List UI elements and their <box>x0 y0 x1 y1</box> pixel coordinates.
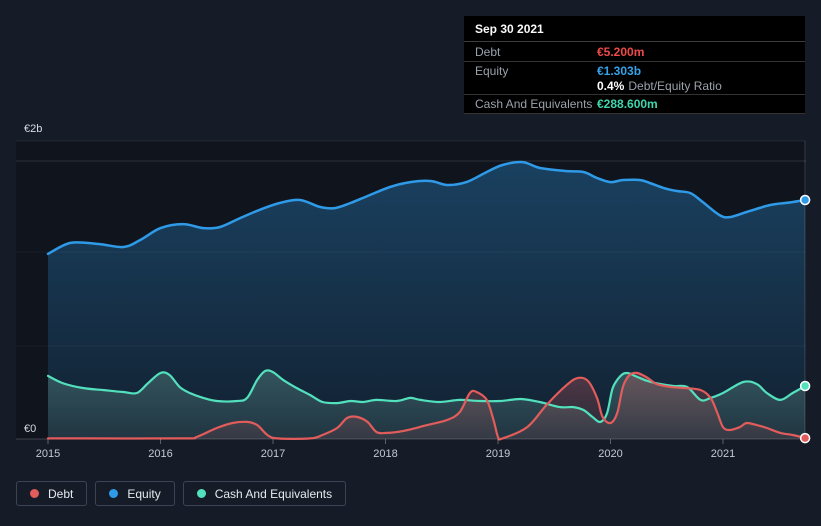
x-axis-ticks <box>47 439 724 444</box>
debt-series-dot-icon <box>30 489 39 498</box>
equity-series-dot-icon <box>109 489 119 498</box>
tooltip-row-equity: Equity €1.303b 0.4% Debt/Equity Ratio <box>464 62 805 95</box>
equity-endpoint-marker <box>799 194 811 206</box>
tooltip-ratio: 0.4% Debt/Equity Ratio <box>597 79 794 93</box>
tooltip-cash-label: Cash And Equivalents <box>475 97 593 111</box>
cash-line <box>46 369 807 424</box>
cash-series-dot-icon <box>196 489 206 498</box>
legend-chip-cash[interactable]: Cash And Equivalents <box>182 481 347 506</box>
debt-equity-chart-canvas[interactable]: €2b €0 2015 2016 2017 2018 2019 2020 202… <box>0 0 821 470</box>
legend-cash-label: Cash And Equivalents <box>214 486 333 501</box>
tooltip-equity-label: Equity <box>475 63 509 78</box>
legend-chip-equity[interactable]: Equity <box>95 481 175 506</box>
legend-equity-label: Equity <box>127 486 161 501</box>
legend-chip-debt[interactable]: Debt <box>16 481 88 506</box>
cash-endpoint-marker <box>799 380 811 392</box>
legend-debt-label: Debt <box>48 486 74 501</box>
tooltip-cash-value: €288.600m <box>597 97 658 111</box>
debt-endpoint-marker <box>799 432 811 444</box>
x-tick-label: 2021 <box>711 448 735 460</box>
x-tick-label: 2016 <box>148 448 172 460</box>
x-axis-labels: 2015 2016 2017 2018 2019 2020 2021 <box>36 448 735 460</box>
equity-area <box>48 162 806 440</box>
chart-tooltip: Sep 30 2021 Debt €5.200m Equity €1.303b … <box>464 16 805 114</box>
tooltip-row-cash: Cash And Equivalents €288.600m <box>464 95 805 114</box>
tooltip-ratio-value: 0.4% <box>597 78 625 93</box>
x-tick-label: 2020 <box>598 448 622 460</box>
y-axis-label-top: €2b <box>24 123 42 135</box>
x-tick-label: 2019 <box>486 448 510 460</box>
tooltip-row-debt: Debt €5.200m <box>464 42 805 62</box>
tooltip-debt-label: Debt <box>475 44 501 59</box>
tooltip-date: Sep 30 2021 <box>464 16 805 42</box>
tooltip-debt-value: €5.200m <box>597 44 645 59</box>
chart-legend: Debt Equity Cash And Equivalents <box>16 481 347 506</box>
x-tick-label: 2015 <box>36 448 60 460</box>
debt-line <box>46 371 807 441</box>
x-tick-label: 2017 <box>261 448 285 460</box>
x-tick-label: 2018 <box>373 448 397 460</box>
equity-line <box>46 160 807 256</box>
tooltip-equity-value: €1.303b <box>597 63 642 78</box>
y-axis-label-bottom: €0 <box>24 423 36 435</box>
tooltip-ratio-label: Debt/Equity Ratio <box>628 78 722 93</box>
